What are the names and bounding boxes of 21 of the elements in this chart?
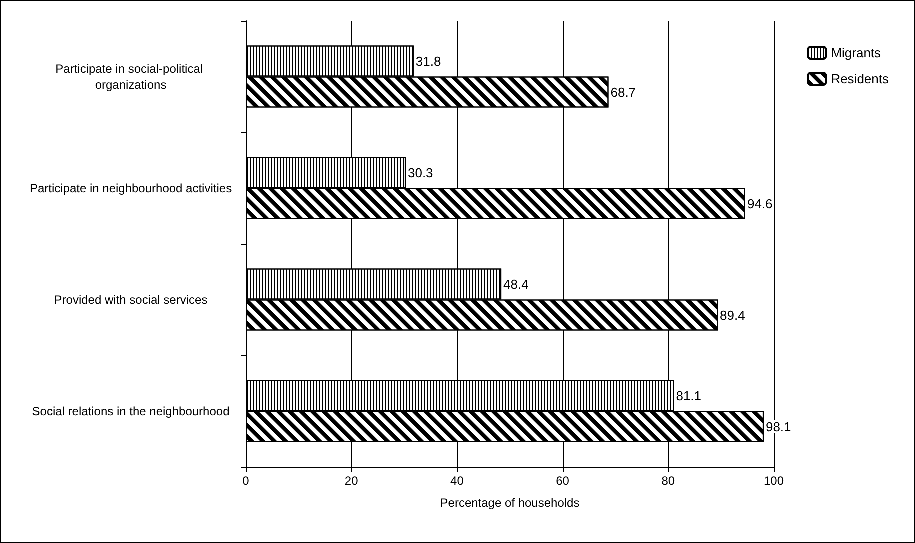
x-tick-label: 0 [242, 474, 250, 488]
y-tick-label: Social relations in the neighbourhood [32, 404, 230, 418]
data-label: 89.4 [720, 308, 746, 323]
legend-label: Residents [831, 72, 890, 86]
y-tick-label: Provided with social services [54, 292, 208, 307]
data-label: 81.1 [676, 388, 702, 404]
x-tick-label: 100 [764, 474, 784, 488]
x-tick-label: 20 [344, 474, 359, 488]
data-label: 68.7 [610, 84, 636, 100]
data-label: 31.8 [416, 54, 442, 69]
x-tick-label: 60 [556, 474, 570, 488]
x-axis-title: Percentage of households [440, 496, 580, 510]
x-tick-label: 80 [662, 474, 676, 488]
data-label: 94.6 [747, 196, 773, 212]
y-tick-label: Participate in neighbourhood activities [30, 181, 232, 196]
data-label: 48.4 [504, 276, 529, 292]
data-label: 30.3 [408, 165, 434, 180]
x-tick-label: 40 [450, 474, 464, 488]
legend-label: Migrants [831, 46, 882, 60]
y-tick-label: Participate in social-political organizations [56, 62, 206, 92]
data-label: 98.1 [766, 419, 792, 434]
